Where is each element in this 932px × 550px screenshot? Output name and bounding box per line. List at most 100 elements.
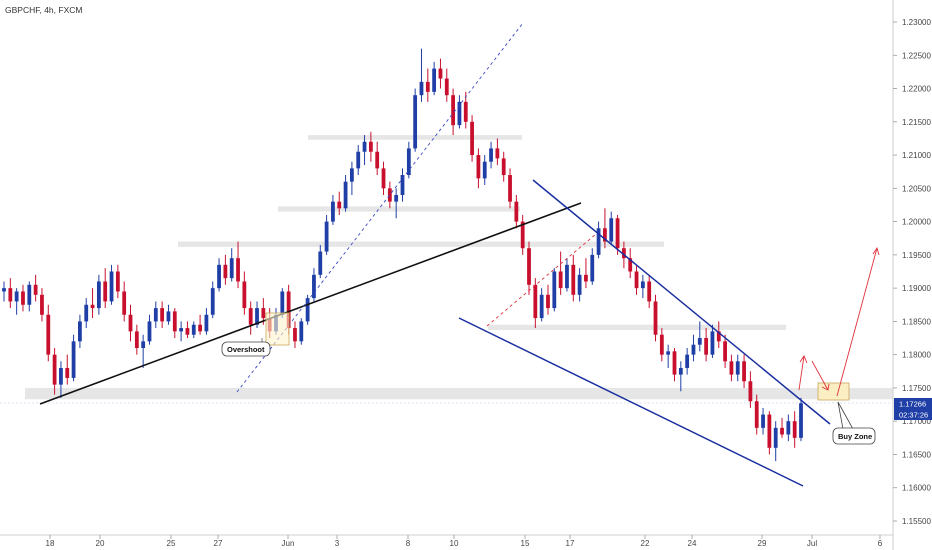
candle-body-63 [400,175,405,195]
x-tick-label-8: 15 [521,539,530,548]
candle-body-26 [166,311,171,322]
candle-body-68 [432,68,437,92]
candle-body-88 [558,271,563,289]
candle-body-82 [520,221,525,249]
candle-body-38 [242,281,247,309]
candle-body-102 [647,281,652,302]
y-tick-label-11: 1.17500 [902,384,931,393]
candle-body-61 [387,188,392,202]
x-tick-label-3: 27 [214,539,223,548]
candle-body-100 [634,271,639,289]
candle-body-62 [394,194,399,202]
candle-body-103 [653,301,658,335]
candle-body-70 [444,78,449,96]
candle-body-45 [286,291,291,329]
x-tick-label-1: 20 [96,539,105,548]
y-tick-label-3: 1.21500 [902,118,931,127]
candle-body-14 [90,304,95,309]
candle-body-122 [773,427,778,448]
x-tick-label-13: Jul [807,539,817,548]
y-tick-label-9: 1.18500 [902,317,931,326]
candle-body-86 [546,294,550,309]
candle-body-90 [571,264,576,295]
y-tick-label-10: 1.18000 [902,351,931,360]
candle-body-118 [748,381,753,402]
candle-body-117 [742,361,746,382]
candle-body-12 [78,321,82,342]
drawings [39,22,880,487]
candle-body-126 [799,403,803,438]
candle-body-59 [375,151,380,169]
candle-body-111 [704,338,709,355]
candle-body-8 [52,354,57,385]
x-tick-label-10: 22 [641,539,650,548]
candle-body-47 [299,321,304,342]
black-trendline [39,202,582,405]
candle-body-4 [27,284,32,305]
candle-body-98 [621,248,626,259]
sr-zone-4 [488,324,786,331]
y-tick-label-13: 1.16500 [902,450,931,459]
buy-zone-box [817,382,850,401]
sr-zone-3 [178,241,664,247]
candle-body-28 [179,328,184,332]
candle-body-77 [489,148,493,162]
candle-body-1 [8,288,13,302]
candle-body-56 [356,151,361,169]
candle-body-69 [438,68,443,79]
candle-body-60 [381,168,386,189]
candle-body-75 [476,155,481,179]
y-tick-label-8: 1.19000 [902,284,931,293]
candle-body-72 [457,101,462,126]
red-arrow-up-1 [798,355,805,391]
candle-body-73 [463,101,468,122]
candle-body-24 [153,308,158,322]
candle-body-10 [65,367,70,378]
candle-body-105 [666,351,671,355]
candle-body-58 [368,141,373,152]
candle-body-20 [128,314,133,332]
candle-body-97 [615,218,620,249]
candle-body-64 [406,148,411,176]
candle-body-0 [2,288,6,292]
candle-body-104 [659,334,664,355]
price-axis[interactable]: 1.23000 1.22500 1.22000 1.21500 1.21000 1.205… [893,18,931,526]
candle-body-2 [14,291,19,302]
candle-body-31 [198,324,202,332]
candle-body-66 [419,81,424,96]
overshoot-callout: Overshoot [221,338,271,357]
candle-body-124 [786,421,791,435]
candle-body-79 [501,158,506,176]
red-arrowhead-up-1 [799,355,808,364]
candle-body-41 [261,308,266,319]
sr-zone-2 [278,206,520,212]
candle-body-51 [324,221,329,252]
time-axis[interactable]: 18 20 25 27 Jun 3 8 10 15 17 22 24 29 Jul 6 [46,535,883,548]
y-tick-label-2: 1.22000 [902,85,931,94]
candle-body-46 [293,328,297,342]
candle-body-125 [792,421,797,438]
buy-zone-label: Buy Zone [838,432,872,441]
candle-body-19 [122,291,127,315]
candle-body-94 [596,228,601,255]
candle-body-107 [678,367,683,375]
candle-body-67 [425,81,430,92]
candle-body-81 [514,201,519,222]
candle-body-16 [103,281,108,302]
candle-body-89 [565,264,569,289]
y-tick-label-12: 1.17000 [902,417,931,426]
candle-body-120 [761,414,765,428]
y-tick-label-6: 1.20000 [902,218,931,227]
x-tick-label-5: 3 [335,539,340,548]
buy-zone-label-box [832,427,876,445]
candle-body-49 [312,274,316,299]
candle-body-5 [33,284,38,295]
y-tick-label-1: 1.22500 [902,51,931,60]
candle-body-53 [337,201,342,209]
candle-body-23 [147,321,152,342]
candle-body-33 [210,288,215,315]
candle-body-78 [495,148,500,159]
candle-body-32 [204,314,209,332]
